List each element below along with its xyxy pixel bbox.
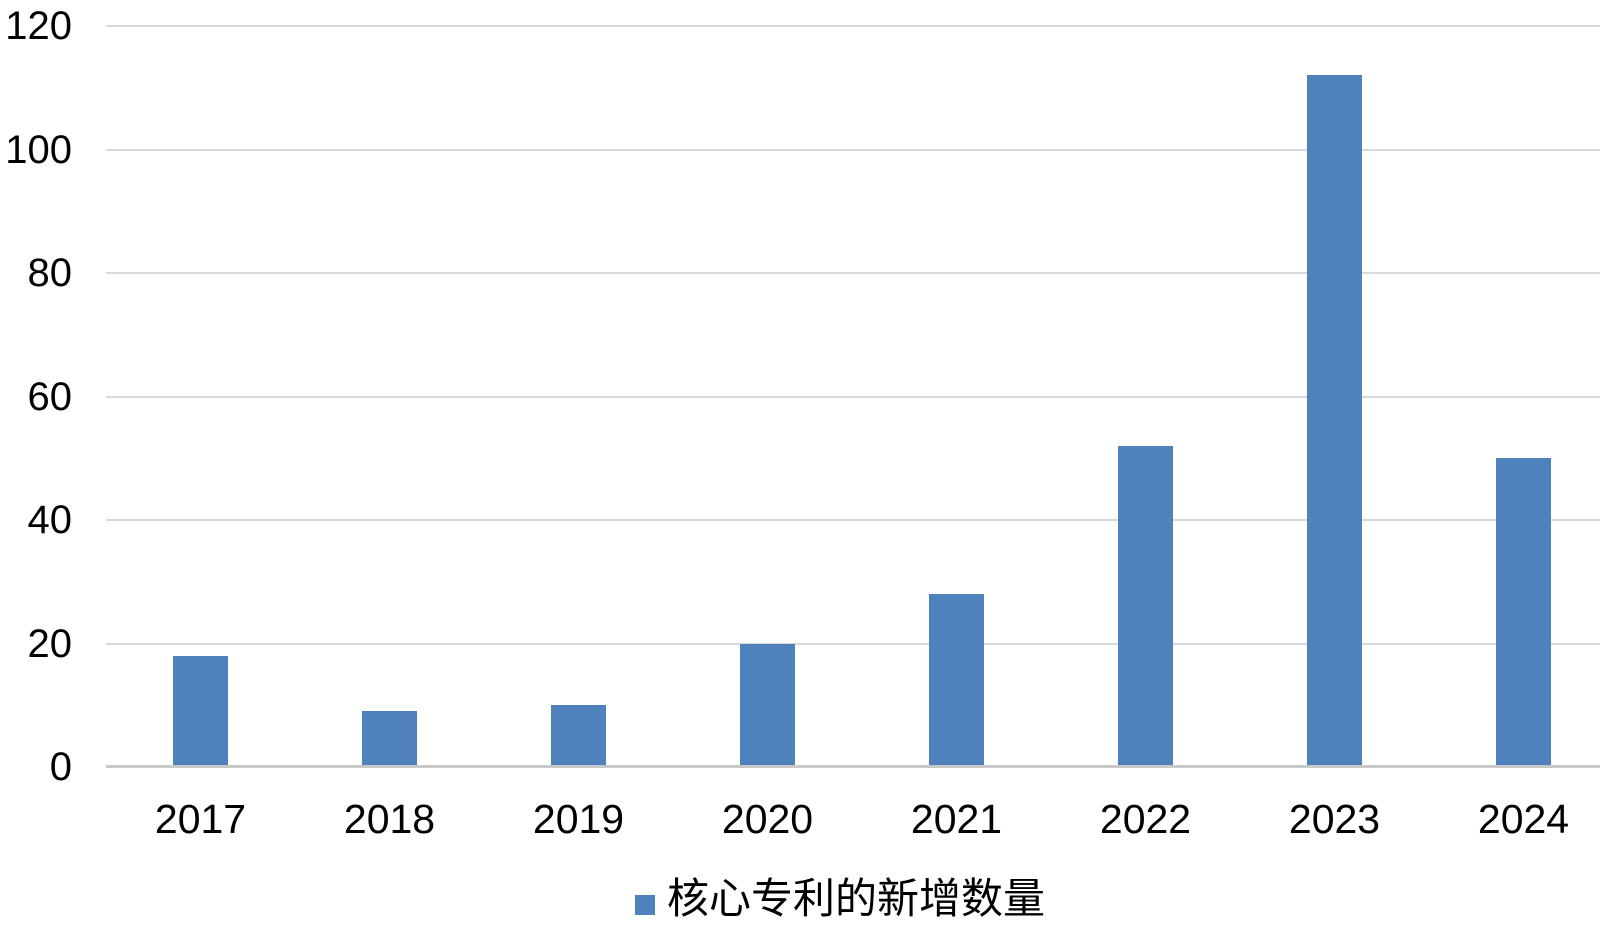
y-tick-label-100: 100: [5, 127, 72, 172]
bar-2024: [1496, 458, 1551, 767]
x-tick-label-2020: 2020: [721, 796, 814, 842]
y-tick-label-0: 0: [49, 745, 72, 789]
bar-2022: [1118, 445, 1173, 767]
gridline-100: [106, 148, 1600, 151]
gridline-20: [106, 642, 1600, 645]
x-tick-label-2021: 2021: [910, 796, 1003, 842]
bar-2021: [929, 594, 984, 767]
x-tick-label-2017: 2017: [154, 796, 247, 842]
y-tick-label-20: 20: [27, 621, 73, 666]
x-axis-line: [106, 765, 1600, 768]
x-tick-label-2018: 2018: [343, 796, 436, 842]
bar-2018: [362, 711, 417, 767]
legend-marker-icon: [634, 895, 655, 915]
gridline-40: [106, 519, 1600, 521]
bar-2019: [551, 705, 606, 767]
y-tick-label-40: 40: [27, 498, 73, 542]
bar-2017: [173, 655, 228, 767]
gridline-60: [106, 395, 1600, 398]
bar-2020: [740, 643, 795, 767]
legend-label: 核心专利的新增数量: [666, 877, 1045, 923]
bar-2023: [1307, 75, 1362, 767]
x-tick-label-2023: 2023: [1288, 796, 1381, 842]
y-tick-label-80: 80: [27, 251, 73, 295]
gridline-120: [106, 25, 1600, 27]
x-tick-label-2022: 2022: [1099, 796, 1192, 842]
gridline-80: [106, 272, 1600, 274]
legend: 核心专利的新增数量: [0, 874, 1600, 926]
plot-area: [106, 25, 1600, 768]
x-tick-label-2019: 2019: [532, 796, 625, 842]
y-tick-label-120: 120: [5, 4, 72, 48]
x-tick-label-2024: 2024: [1477, 796, 1570, 842]
y-tick-label-60: 60: [27, 374, 73, 419]
